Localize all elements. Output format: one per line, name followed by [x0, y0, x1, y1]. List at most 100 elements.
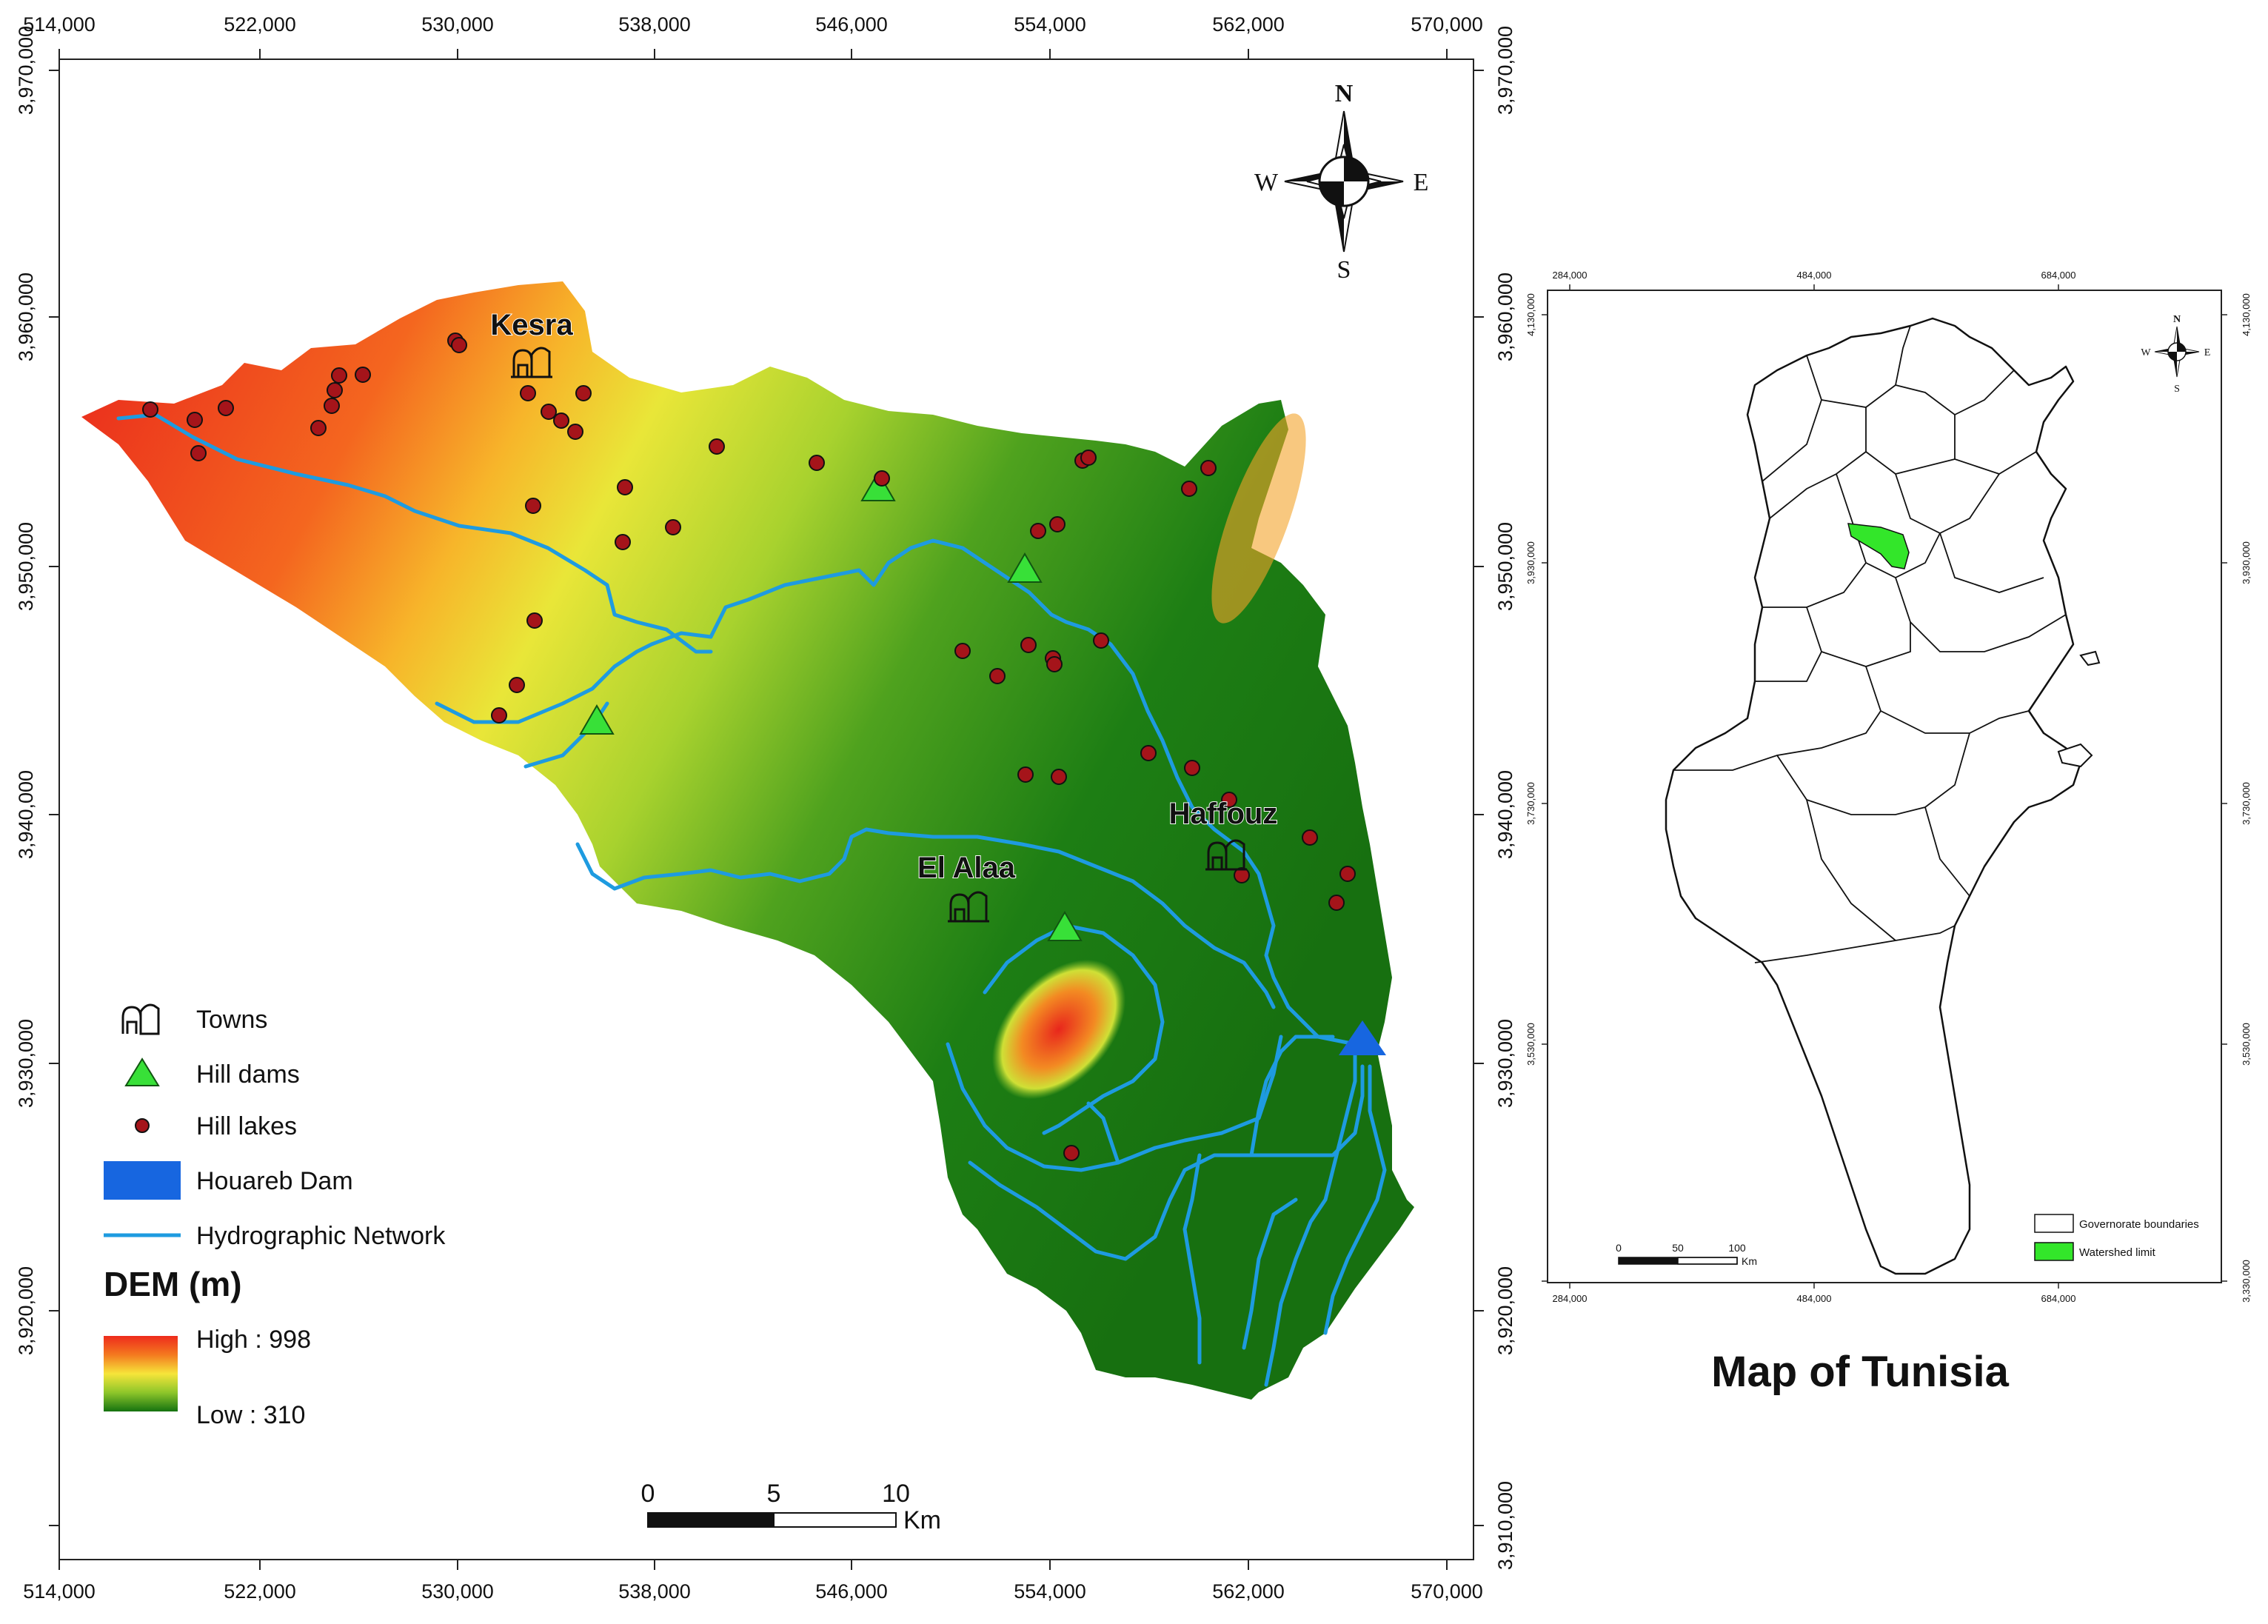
legend-label: Watershed limit: [2079, 1246, 2156, 1259]
y-tick-label: 3,730,000: [1525, 782, 1536, 825]
hill-lake-marker: [567, 424, 583, 440]
dem-low-label: Low : 310: [196, 1401, 305, 1429]
hill-lake-marker: [525, 498, 541, 514]
inset-ticks: [1542, 284, 2227, 1289]
x-tick-label: 538,000: [618, 13, 691, 36]
hill-lake-marker: [1181, 481, 1197, 497]
river-segment: [575, 827, 1276, 1009]
hill-lake-marker: [310, 420, 327, 436]
hill-lake-marker: [355, 367, 371, 383]
x-tick-label: 554,000: [1014, 13, 1086, 36]
scale-tick-50: 50: [1672, 1242, 1684, 1254]
hill-lake-marker: [1080, 450, 1097, 466]
town-el-alaa: El Alaa: [917, 851, 1017, 923]
legend-label: Hill lakes: [196, 1112, 297, 1140]
hill-lake-marker: [954, 643, 971, 659]
river-segment: [1249, 1035, 1335, 1157]
compass-s: S: [1337, 256, 1351, 284]
hill-lake-marker: [1339, 866, 1356, 882]
town-icon: [1205, 839, 1247, 871]
hill-lake-marker: [1140, 745, 1157, 761]
x-tick-label: 684,000: [2041, 270, 2076, 281]
scale-tick-5: 5: [767, 1480, 781, 1508]
scale-tick-100: 100: [1728, 1242, 1746, 1254]
x-tick-label: 546,000: [815, 13, 888, 36]
scale-unit: Km: [1742, 1255, 1757, 1267]
hill-lakes: [142, 333, 1356, 1161]
legend-item-hill-lakes: Hill lakes: [135, 1112, 297, 1140]
y-tick-label: 3,960,000: [15, 273, 37, 361]
town-icon: [511, 347, 552, 378]
compass-e: E: [2204, 347, 2211, 358]
x-tick-label: 484,000: [1797, 1293, 1832, 1304]
legend-item-towns: Towns: [121, 1003, 267, 1035]
x-tick-labels-bottom: 514,000 522,000 530,000 538,000 546,000 …: [23, 1580, 1483, 1603]
town-label: El Alaa: [917, 852, 1016, 884]
hill-lake-marker: [1221, 792, 1237, 808]
scale-tick-10: 10: [882, 1480, 910, 1508]
y-tick-label: 3,920,000: [1494, 1266, 1516, 1355]
hill-lake-marker: [1328, 895, 1345, 911]
x-tick-label: 554,000: [1014, 1580, 1086, 1603]
x-tick-label: 562,000: [1212, 13, 1285, 36]
inset-north-arrow: N S E W: [2141, 314, 2210, 395]
town-label: Kesra: [490, 309, 573, 341]
river-segment: [1242, 1197, 1298, 1350]
hill-dam-marker: [579, 704, 615, 735]
kerkennah-island: [2079, 650, 2101, 666]
y-tick-label: 3,920,000: [15, 1266, 37, 1355]
grid-ticks: [49, 49, 1484, 1570]
hill-lake-marker: [218, 400, 234, 416]
hill-lake-marker: [190, 445, 207, 461]
hill-lake-marker: [709, 438, 725, 455]
ridge-highlight: [991, 959, 1126, 1100]
legend-item-hydro: Hydrographic Network: [104, 1222, 446, 1250]
dot-icon: [135, 1118, 150, 1133]
y-tick-label: 3,530,000: [2241, 1023, 2252, 1066]
djerba-island: [2057, 743, 2093, 768]
legend-label: Hydrographic Network: [196, 1222, 446, 1250]
hill-lake-marker: [324, 398, 340, 414]
hill-lake-marker: [1234, 867, 1250, 883]
hill-lake-marker: [989, 668, 1006, 684]
town-haffouz: Haffouz: [1168, 797, 1278, 871]
river-segment: [1086, 1101, 1120, 1165]
x-tick-labels-top: 514,000 522,000 530,000 538,000 546,000 …: [23, 13, 1483, 36]
compass-s: S: [2174, 384, 2180, 395]
x-tick-label: 538,000: [618, 1580, 691, 1603]
dem-colorbar: [104, 1336, 178, 1411]
hill-lake-marker: [617, 479, 633, 495]
watershed-limit: [1847, 523, 1910, 569]
river-segment: [1323, 1064, 1387, 1335]
hill-lake-marker: [491, 707, 507, 724]
tunisia-outline: [1665, 317, 2082, 1275]
swatch-icon: [104, 1161, 181, 1200]
hill-lake-marker: [187, 412, 203, 428]
hill-lake-marker: [1046, 656, 1063, 672]
hill-lake-marker: [1017, 766, 1034, 783]
hill-lake-marker: [615, 534, 631, 550]
town-label: Haffouz: [1169, 798, 1278, 830]
y-tick-label: 3,930,000: [1494, 1019, 1516, 1108]
hill-lake-marker: [1030, 523, 1046, 539]
town-icon: [948, 891, 989, 923]
y-tick-label: 3,930,000: [15, 1019, 37, 1108]
hill-lake-marker: [1200, 460, 1217, 476]
hill-lake-marker: [665, 519, 681, 535]
river-segment: [1264, 1049, 1357, 1387]
legend-item-houareb-dam: Houareb Dam: [104, 1161, 353, 1200]
y-tick-label: 3,930,000: [2241, 541, 2252, 584]
hill-lake-marker: [520, 385, 536, 401]
scale-bar: 0 5 10 Km: [641, 1480, 941, 1534]
inset-title: Map of Tunisia: [1711, 1348, 2009, 1396]
houareb-dam-marker: [1339, 1020, 1386, 1055]
hill-lake-marker: [575, 385, 592, 401]
watershed-swatch: [2034, 1242, 2074, 1261]
hill-dam-marker: [860, 471, 896, 501]
y-tick-label: 3,960,000: [1494, 273, 1516, 361]
x-tick-label: 284,000: [1553, 1293, 1588, 1304]
y-tick-label: 3,730,000: [2241, 782, 2252, 825]
hill-lake-marker: [526, 612, 543, 629]
y-tick-labels-right: 3,970,000 3,960,000 3,950,000 3,940,000 …: [1494, 26, 1516, 1570]
